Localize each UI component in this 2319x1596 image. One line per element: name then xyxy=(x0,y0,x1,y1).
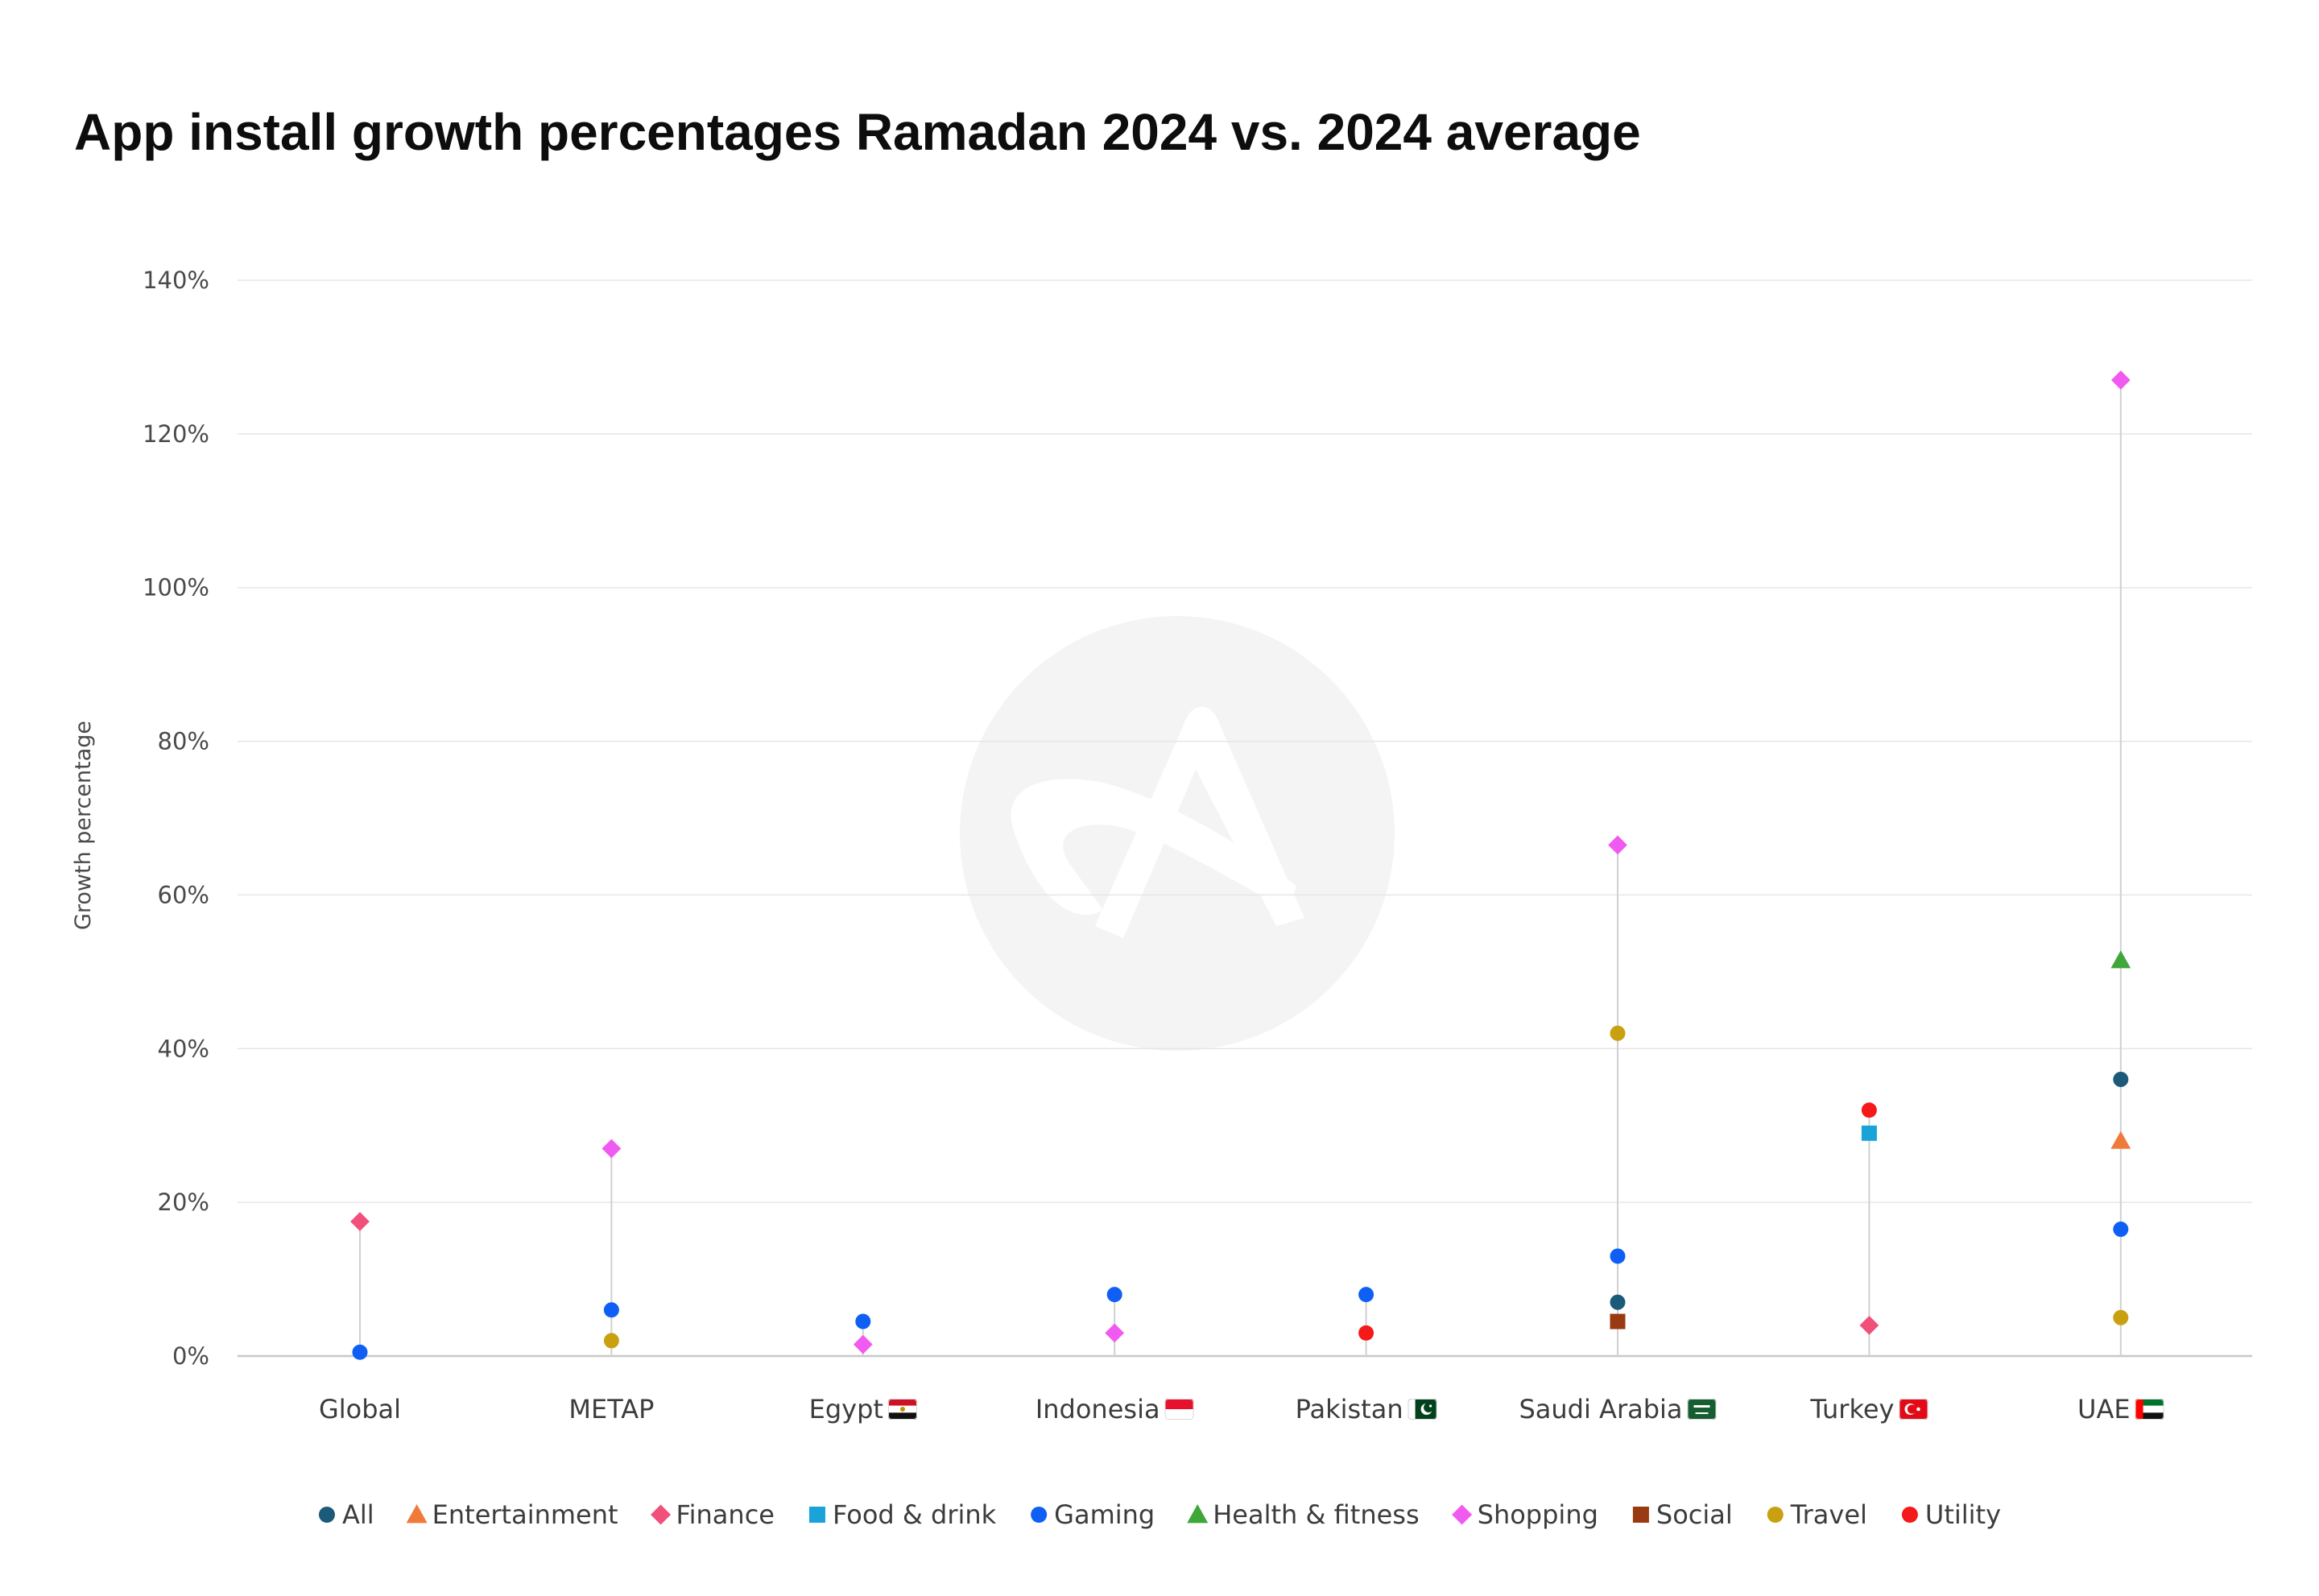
saudi-arabia-flag-icon xyxy=(1687,1399,1717,1420)
x-tick-label: UAE xyxy=(2077,1394,2131,1424)
legend-item-shopping: Shopping xyxy=(1452,1499,1598,1530)
legend-item-travel: Travel xyxy=(1767,1499,1867,1530)
legend-label: Travel xyxy=(1790,1499,1867,1530)
data-points xyxy=(350,370,2131,1360)
pakistan-flag-icon xyxy=(1408,1399,1437,1420)
point-utility-turkey xyxy=(1861,1102,1877,1118)
legend-marker-health-and-fitness xyxy=(1187,1504,1209,1524)
point-gaming-uae xyxy=(2113,1222,2129,1238)
point-shopping-metap xyxy=(601,1139,622,1159)
y-tick-label: 40% xyxy=(158,1035,209,1062)
y-tick-label: 80% xyxy=(158,728,209,755)
legend-item-social: Social xyxy=(1632,1499,1733,1530)
x-tick-label: Egypt xyxy=(809,1394,883,1424)
point-entertainment-uae xyxy=(2110,1131,2131,1149)
point-health-and-fitness-uae xyxy=(2110,950,2131,969)
y-tick-label: 20% xyxy=(158,1189,209,1216)
egypt-flag-icon xyxy=(887,1399,917,1420)
turkey-flag-icon xyxy=(1899,1399,1928,1420)
y-tick-label: 60% xyxy=(158,881,209,908)
legend: All Entertainment Finance Food & drink Gamin… xyxy=(318,1499,2001,1530)
legend-marker-food-and-drink xyxy=(808,1507,825,1523)
legend-label: Shopping xyxy=(1478,1499,1598,1530)
legend-item-health-and-fitness: Health & fitness xyxy=(1187,1499,1420,1530)
legend-marker-utility xyxy=(1901,1507,1918,1523)
point-gaming-metap xyxy=(603,1302,619,1318)
legend-item-food-and-drink: Food & drink xyxy=(808,1499,997,1530)
point-gaming-pakistan xyxy=(1358,1287,1374,1303)
legend-marker-gaming xyxy=(1031,1507,1048,1523)
point-shopping-uae xyxy=(2110,370,2131,390)
legend-label: Finance xyxy=(676,1499,775,1530)
point-shopping-indonesia xyxy=(1105,1323,1125,1343)
point-utility-pakistan xyxy=(1358,1325,1374,1341)
x-tick-label: Pakistan xyxy=(1296,1394,1403,1424)
legend-marker-social xyxy=(1632,1507,1649,1523)
point-all-uae xyxy=(2113,1071,2129,1087)
point-social-saudi-arabia xyxy=(1610,1313,1626,1329)
legend-marker-travel xyxy=(1767,1507,1784,1523)
point-travel-metap xyxy=(603,1333,619,1349)
legend-marker-finance xyxy=(651,1504,672,1525)
point-gaming-indonesia xyxy=(1106,1287,1122,1303)
point-travel-uae xyxy=(2113,1309,2129,1325)
legend-item-all: All xyxy=(318,1499,374,1530)
x-tick-label: Global xyxy=(319,1394,401,1424)
point-gaming-saudi-arabia xyxy=(1610,1248,1626,1264)
legend-label: Food & drink xyxy=(833,1499,997,1530)
indonesia-flag-icon xyxy=(1164,1399,1194,1420)
y-axis-ticks: 0% 20% 40% 60% 80% 100% 120% 140% xyxy=(143,267,209,1370)
grid-lines xyxy=(238,279,2252,1358)
y-axis-label: Growth percentage xyxy=(71,721,96,930)
appsflyer-logo-icon xyxy=(960,616,1395,1051)
x-tick-label: Saudi Arabia xyxy=(1519,1394,1682,1424)
legend-label: All xyxy=(342,1499,374,1530)
x-tick-label: Turkey xyxy=(1809,1394,1894,1424)
legend-marker-entertainment xyxy=(406,1504,428,1524)
legend-marker-all xyxy=(318,1507,335,1523)
point-shopping-saudi-arabia xyxy=(1608,835,1627,855)
legend-item-finance: Finance xyxy=(651,1499,775,1530)
point-travel-saudi-arabia xyxy=(1610,1025,1626,1041)
legend-item-gaming: Gaming xyxy=(1031,1499,1155,1530)
point-food-and-drink-turkey xyxy=(1861,1125,1877,1141)
x-tick-label: Indonesia xyxy=(1035,1394,1160,1424)
point-gaming-egypt xyxy=(855,1313,871,1329)
y-tick-label: 140% xyxy=(143,267,209,294)
point-shopping-egypt xyxy=(853,1334,873,1354)
y-tick-label: 100% xyxy=(143,574,209,602)
uae-flag-icon xyxy=(2135,1399,2164,1420)
point-all-saudi-arabia xyxy=(1610,1294,1626,1310)
legend-item-entertainment: Entertainment xyxy=(406,1499,618,1530)
legend-label: Utility xyxy=(1925,1499,2001,1530)
chart-title: App install growth percentages Ramadan 2… xyxy=(74,103,1641,161)
legend-marker-shopping xyxy=(1452,1504,1473,1525)
y-tick-label: 120% xyxy=(143,420,209,448)
legend-label: Health & fitness xyxy=(1213,1499,1419,1530)
point-finance-turkey xyxy=(1859,1315,1879,1335)
point-gaming-global xyxy=(352,1344,368,1360)
legend-item-utility: Utility xyxy=(1901,1499,2001,1530)
x-tick-label: METAP xyxy=(568,1394,654,1424)
legend-label: Entertainment xyxy=(432,1499,618,1530)
y-tick-label: 0% xyxy=(172,1342,209,1370)
x-axis-ticks: Global METAP Egypt Indonesia Pakistan Saudi A… xyxy=(319,1394,2164,1424)
legend-label: Gaming xyxy=(1054,1499,1155,1530)
legend-label: Social xyxy=(1656,1499,1733,1530)
point-finance-global xyxy=(350,1212,370,1231)
